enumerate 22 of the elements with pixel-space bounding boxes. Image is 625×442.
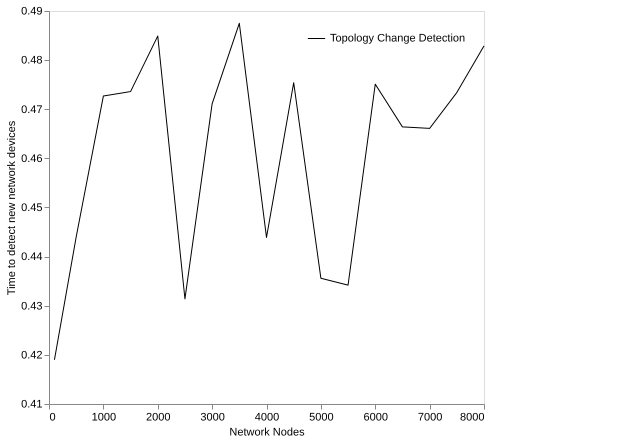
y-tick-label: 0.45 [21,202,42,214]
y-tick-label: 0.44 [21,251,42,264]
y-tick-label: 0.41 [21,398,42,410]
legend-label: Topology Change Detection [330,32,466,44]
y-tick-label: 0.47 [21,104,42,116]
y-axis-title: Time to detect new network devices [6,120,18,296]
x-axis-title: Network Nodes [229,426,306,438]
x-tick-label: 3000 [200,412,225,424]
y-tick-label: 0.49 [21,6,42,18]
x-tick-label: 8000 [460,412,484,424]
x-tick-label: 7000 [418,412,442,424]
x-tick-label: 5000 [309,412,334,424]
x-tick-label: 2000 [146,412,170,424]
y-tick-label: 0.42 [21,349,42,362]
line-series [54,22,484,360]
y-tick-label: 0.48 [21,54,42,67]
y-tick-label: 0.43 [21,300,42,312]
x-tick-label: 6000 [364,412,388,424]
x-tick-label: 1000 [92,412,116,424]
x-tick-label: 4000 [254,412,280,424]
y-tick-label: 0.46 [21,152,42,165]
x-tick-label: 0 [50,412,56,424]
